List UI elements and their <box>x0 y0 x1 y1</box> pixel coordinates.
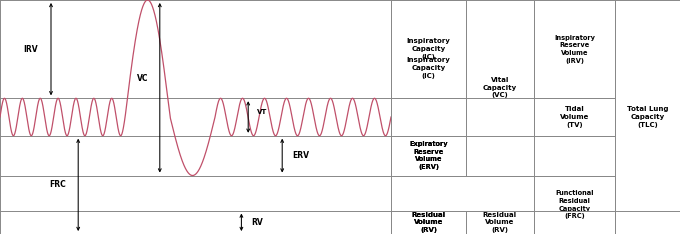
Text: ERV: ERV <box>292 151 309 160</box>
Text: Residual
Volume
(RV): Residual Volume (RV) <box>411 212 445 233</box>
Text: VC: VC <box>137 74 148 83</box>
Text: Inspiratory
Capacity
(IC): Inspiratory Capacity (IC) <box>407 38 450 60</box>
Text: Vital
Capacity
(VC): Vital Capacity (VC) <box>483 77 517 99</box>
Text: Expiratory
Reserve
Volume
(ERV): Expiratory Reserve Volume (ERV) <box>409 141 447 170</box>
Bar <box>391 136 466 176</box>
Bar <box>534 176 615 234</box>
Bar <box>391 211 466 234</box>
Text: Functional
Residual
Capacity
(FRC): Functional Residual Capacity (FRC) <box>556 190 594 219</box>
Bar <box>534 98 615 136</box>
Bar <box>391 211 466 234</box>
Bar <box>534 0 615 98</box>
Text: Expiratory
Reserve
Volume
(ERV): Expiratory Reserve Volume (ERV) <box>409 141 447 170</box>
Text: Inspiratory
Capacity
(IC): Inspiratory Capacity (IC) <box>407 57 450 79</box>
Bar <box>391 0 466 136</box>
Text: Inspiratory
Reserve
Volume
(IRV): Inspiratory Reserve Volume (IRV) <box>554 34 595 64</box>
Text: IRV: IRV <box>22 45 37 54</box>
Text: Residual
Volume
(RV): Residual Volume (RV) <box>411 212 445 233</box>
Bar <box>391 0 466 98</box>
Text: Residual
Volume
(RV): Residual Volume (RV) <box>483 212 517 233</box>
Text: RV: RV <box>252 218 263 227</box>
Bar <box>466 0 534 176</box>
Text: VT: VT <box>257 109 267 115</box>
Bar <box>615 0 680 234</box>
Text: Total Lung
Capacity
(TLC): Total Lung Capacity (TLC) <box>627 106 668 128</box>
Text: Tidal
Volume
(TV): Tidal Volume (TV) <box>560 106 590 128</box>
Bar <box>466 211 534 234</box>
Bar <box>391 136 466 176</box>
Text: FRC: FRC <box>49 180 66 189</box>
